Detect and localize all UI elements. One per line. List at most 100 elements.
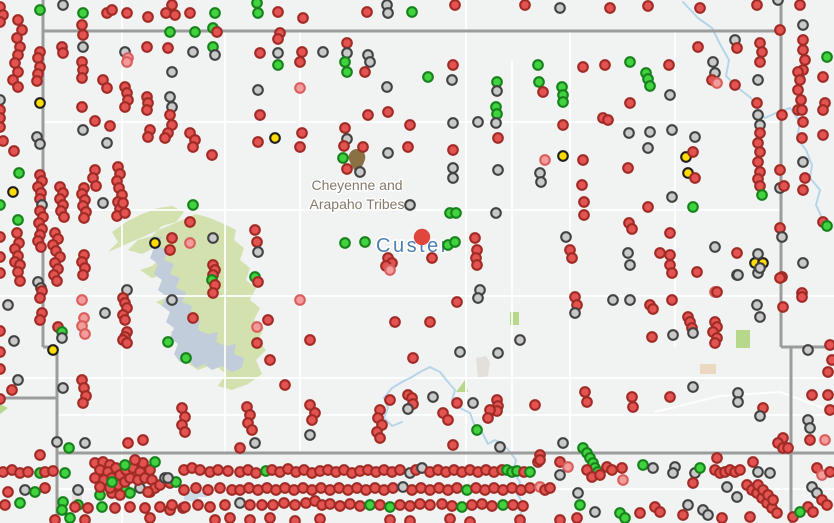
map-dot[interactable] [338, 140, 350, 152]
map-dot[interactable] [754, 127, 766, 139]
map-dot[interactable] [211, 26, 223, 38]
map-dot[interactable] [382, 106, 394, 118]
map-dot[interactable] [817, 104, 829, 116]
map-dot[interactable] [534, 454, 546, 466]
map-dot[interactable] [624, 294, 636, 306]
map-dot[interactable] [2, 299, 14, 311]
map-dot[interactable] [12, 374, 24, 386]
map-dot[interactable] [492, 132, 504, 144]
map-dot[interactable] [359, 236, 371, 248]
map-dot[interactable] [137, 434, 149, 446]
map-dot[interactable] [797, 34, 809, 46]
map-dot[interactable] [804, 422, 816, 434]
map-dot[interactable] [752, 248, 764, 260]
map-dot[interactable] [623, 127, 635, 139]
map-dot[interactable] [77, 397, 89, 409]
map-dot[interactable] [664, 391, 676, 403]
map-dot[interactable] [404, 199, 416, 211]
map-dot[interactable] [272, 59, 284, 71]
map-dot[interactable] [566, 252, 578, 264]
map-dot[interactable] [694, 2, 706, 14]
map-dot[interactable] [90, 180, 102, 192]
map-dot[interactable] [296, 46, 308, 58]
map-dot[interactable] [644, 80, 656, 92]
map-dot[interactable] [252, 84, 264, 96]
map-dot[interactable] [616, 462, 628, 474]
map-dot[interactable] [642, 0, 654, 12]
map-dot[interactable] [0, 393, 6, 405]
map-dot[interactable] [39, 482, 51, 494]
map-dot[interactable] [141, 41, 153, 53]
map-dot[interactable] [194, 464, 206, 476]
map-dot[interactable] [0, 231, 6, 243]
map-dot[interactable] [404, 515, 416, 523]
map-dot[interactable] [304, 334, 316, 346]
map-dot[interactable] [267, 499, 279, 511]
map-dot[interactable] [384, 394, 396, 406]
map-dot[interactable] [824, 404, 834, 416]
map-dot[interactable] [64, 512, 76, 523]
map-dot[interactable] [337, 152, 349, 164]
map-dot[interactable] [539, 154, 551, 166]
map-dot[interactable] [732, 269, 744, 281]
map-dot[interactable] [222, 465, 234, 477]
map-dot[interactable] [164, 109, 176, 121]
map-dot[interactable] [792, 84, 804, 96]
map-dot[interactable] [826, 354, 834, 366]
map-dot[interactable] [602, 114, 614, 126]
map-dot[interactable] [764, 467, 776, 479]
map-dot[interactable] [666, 267, 678, 279]
map-dot[interactable] [687, 477, 699, 489]
map-dot[interactable] [14, 275, 26, 287]
map-dot[interactable] [19, 484, 31, 496]
map-dot[interactable] [607, 294, 619, 306]
map-dot[interactable] [129, 454, 141, 466]
map-dot[interactable] [122, 437, 134, 449]
map-dot[interactable] [406, 6, 418, 18]
map-dot[interactable] [244, 514, 256, 523]
map-dot[interactable] [752, 156, 764, 168]
map-dot[interactable] [466, 499, 478, 511]
map-dot[interactable] [35, 241, 47, 253]
map-dot[interactable] [12, 81, 24, 93]
map-dot[interactable] [294, 141, 306, 153]
map-dot[interactable] [76, 294, 88, 306]
map-dot[interactable] [77, 41, 89, 53]
map-dot[interactable] [731, 247, 743, 259]
map-dot[interactable] [244, 499, 256, 511]
map-dot[interactable] [554, 469, 566, 481]
map-dot[interactable] [709, 337, 721, 349]
map-dot[interactable] [482, 412, 494, 424]
map-dot[interactable] [51, 275, 63, 287]
map-dot[interactable] [252, 7, 264, 19]
map-dot[interactable] [794, 506, 806, 518]
map-dot[interactable] [752, 466, 764, 478]
map-dot[interactable] [624, 259, 636, 271]
map-dot[interactable] [557, 119, 569, 131]
map-dot[interactable] [663, 59, 675, 71]
map-dot[interactable] [252, 276, 264, 288]
map-dot[interactable] [594, 469, 606, 481]
map-dot[interactable] [604, 2, 616, 14]
map-dot[interactable] [357, 141, 369, 153]
map-dot[interactable] [797, 156, 809, 168]
map-dot[interactable] [34, 314, 46, 326]
map-dot[interactable] [578, 209, 590, 221]
map-dot[interactable] [0, 16, 6, 28]
map-dot[interactable] [109, 502, 121, 514]
map-dot[interactable] [754, 262, 766, 274]
map-dot[interactable] [414, 498, 426, 510]
map-dot[interactable] [446, 500, 458, 512]
map-dot[interactable] [78, 212, 90, 224]
map-dot[interactable] [251, 321, 263, 333]
map-dot[interactable] [797, 116, 809, 128]
map-dot[interactable] [472, 292, 484, 304]
map-dot[interactable] [689, 172, 701, 184]
map-dot[interactable] [144, 464, 156, 476]
map-dot[interactable] [89, 115, 101, 127]
map-dot[interactable] [76, 72, 88, 84]
map-dot[interactable] [34, 97, 46, 109]
map-dot[interactable] [554, 514, 566, 523]
map-dot[interactable] [778, 180, 790, 192]
map-dot[interactable] [209, 49, 221, 61]
